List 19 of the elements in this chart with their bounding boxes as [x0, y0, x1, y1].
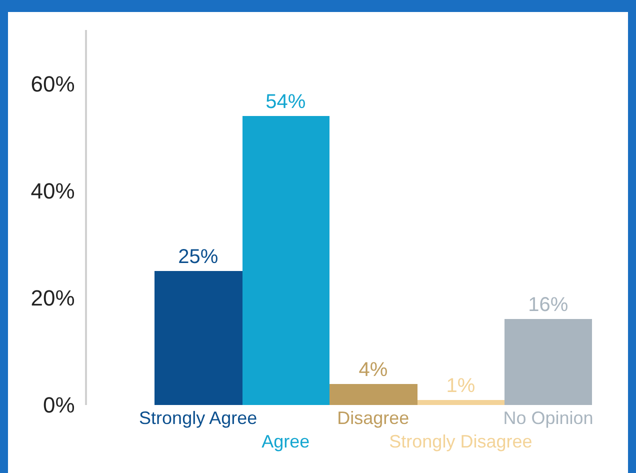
x-tick-label: Strongly Agree: [139, 408, 258, 428]
data-label: 54%: [266, 91, 306, 113]
data-label: 16%: [528, 294, 568, 316]
data-label: 25%: [178, 246, 218, 268]
bar: [504, 319, 592, 405]
data-label: 4%: [358, 359, 388, 381]
y-tick-label: 40%: [30, 178, 75, 204]
x-tick-label: Strongly Disagree: [389, 431, 532, 452]
bar: [329, 384, 418, 405]
y-tick-label: 60%: [30, 71, 75, 96]
data-label: 1%: [446, 375, 476, 397]
bar: [242, 116, 330, 405]
bar: [417, 400, 504, 405]
y-tick-label: 20%: [30, 286, 75, 311]
bar: [154, 271, 242, 405]
x-tick-label: Agree: [262, 431, 310, 452]
y-tick-label: 0%: [43, 392, 75, 418]
x-tick-label: Disagree: [337, 408, 410, 428]
x-tick-label: No Opinion: [503, 408, 594, 428]
